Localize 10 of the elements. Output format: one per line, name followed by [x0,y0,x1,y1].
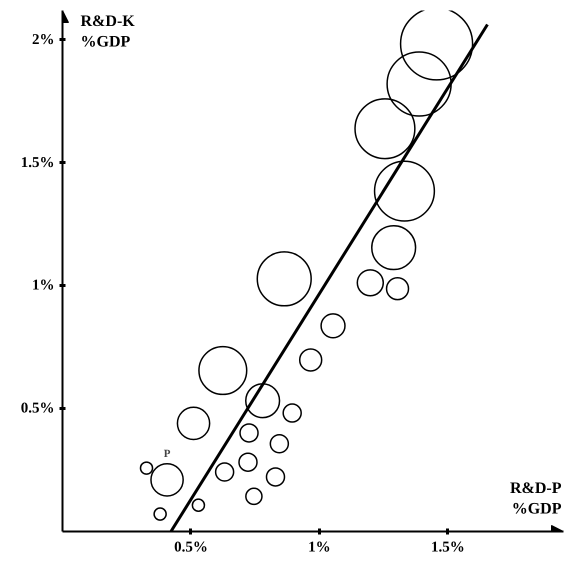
x-tick-label: 0.5% [174,540,208,556]
x-tick-label: 1.5% [431,540,465,556]
y-tick-label: 1% [32,278,54,294]
y-tick-label: 1.5% [20,154,54,171]
y-tick-label: 2% [32,32,54,48]
x-axis-title: R&D-P %GDP [510,480,562,518]
y-axis-title: R&D-K %GDP [80,13,136,50]
x-tick-label: 1% [308,540,331,556]
y-tick-label: 0.5% [20,400,54,417]
annotation: P [164,448,171,460]
